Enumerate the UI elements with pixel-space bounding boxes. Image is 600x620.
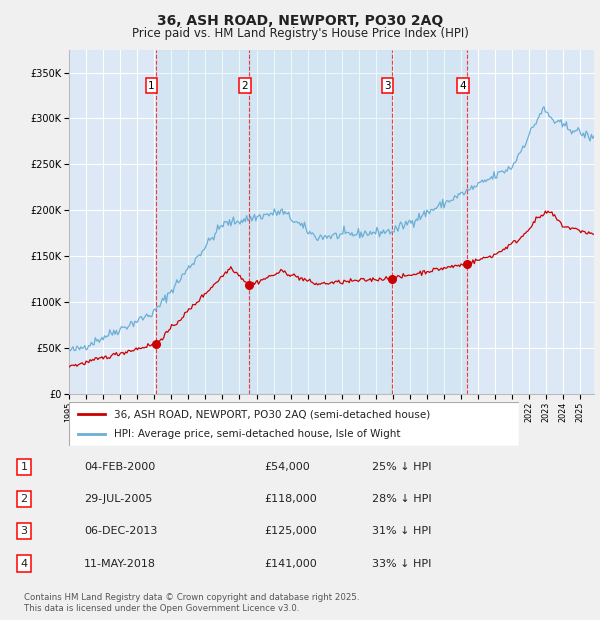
- Text: 28% ↓ HPI: 28% ↓ HPI: [372, 494, 431, 504]
- Text: 4: 4: [20, 559, 28, 569]
- Text: 36, ASH ROAD, NEWPORT, PO30 2AQ: 36, ASH ROAD, NEWPORT, PO30 2AQ: [157, 14, 443, 28]
- Text: 2: 2: [20, 494, 28, 504]
- Text: Price paid vs. HM Land Registry's House Price Index (HPI): Price paid vs. HM Land Registry's House …: [131, 27, 469, 40]
- Text: 3: 3: [384, 81, 391, 91]
- FancyBboxPatch shape: [69, 402, 519, 446]
- Text: £54,000: £54,000: [264, 462, 310, 472]
- Text: £125,000: £125,000: [264, 526, 317, 536]
- Text: 29-JUL-2005: 29-JUL-2005: [84, 494, 152, 504]
- Bar: [156, 50, 249, 394]
- Bar: [392, 50, 467, 394]
- Text: 3: 3: [20, 526, 28, 536]
- Text: 1: 1: [20, 462, 28, 472]
- Text: 25% ↓ HPI: 25% ↓ HPI: [372, 462, 431, 472]
- Text: £118,000: £118,000: [264, 494, 317, 504]
- Text: 2: 2: [242, 81, 248, 91]
- Text: 4: 4: [460, 81, 466, 91]
- Text: 1: 1: [148, 81, 155, 91]
- Text: 06-DEC-2013: 06-DEC-2013: [84, 526, 157, 536]
- Text: £141,000: £141,000: [264, 559, 317, 569]
- Text: 11-MAY-2018: 11-MAY-2018: [84, 559, 156, 569]
- Text: 33% ↓ HPI: 33% ↓ HPI: [372, 559, 431, 569]
- Text: 31% ↓ HPI: 31% ↓ HPI: [372, 526, 431, 536]
- Text: 36, ASH ROAD, NEWPORT, PO30 2AQ (semi-detached house): 36, ASH ROAD, NEWPORT, PO30 2AQ (semi-de…: [114, 409, 430, 419]
- Bar: [249, 50, 391, 394]
- Text: Contains HM Land Registry data © Crown copyright and database right 2025.
This d: Contains HM Land Registry data © Crown c…: [24, 593, 359, 613]
- Text: 04-FEB-2000: 04-FEB-2000: [84, 462, 155, 472]
- Text: HPI: Average price, semi-detached house, Isle of Wight: HPI: Average price, semi-detached house,…: [114, 429, 401, 439]
